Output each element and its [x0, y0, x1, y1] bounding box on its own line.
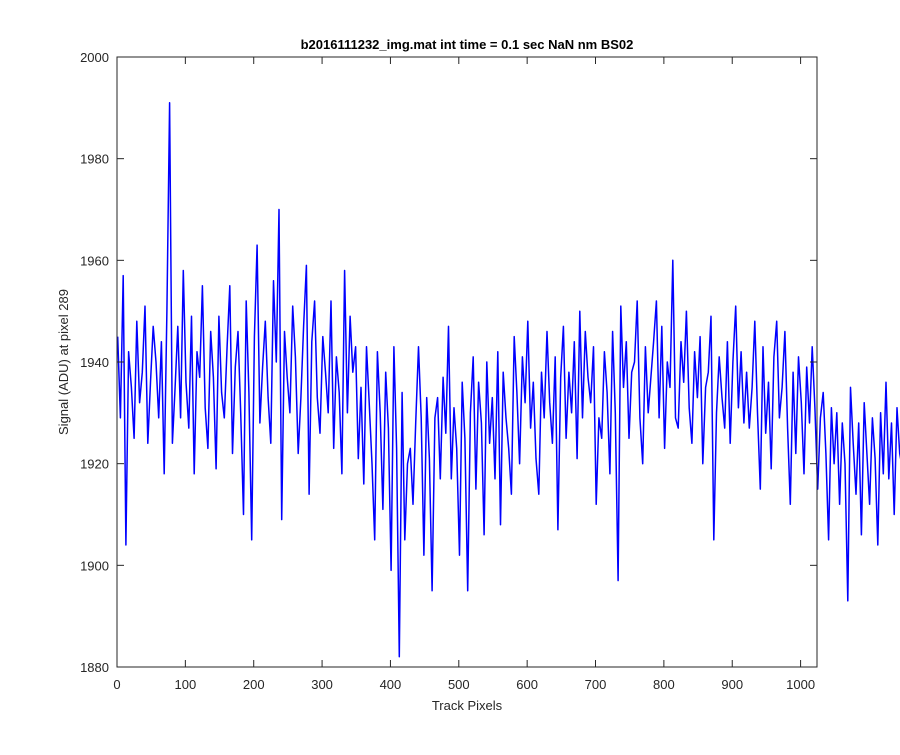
- x-tick-label: 1000: [786, 677, 815, 692]
- x-tick-label: 600: [516, 677, 538, 692]
- y-tick-label: 1980: [80, 152, 109, 167]
- x-axis-label: Track Pixels: [432, 698, 503, 713]
- series-layer: [116, 102, 900, 658]
- y-tick-label: 1880: [80, 660, 109, 675]
- y-axis-label: Signal (ADU) at pixel 289: [56, 289, 71, 435]
- y-tick-label: 1900: [80, 558, 109, 573]
- x-tick-label: 300: [311, 677, 333, 692]
- y-tick-label: 1960: [80, 253, 109, 268]
- series-line-1: [116, 102, 900, 658]
- y-tick-label: 2000: [80, 50, 109, 65]
- x-tick-label: 700: [585, 677, 607, 692]
- x-tick-label: 800: [653, 677, 675, 692]
- chart-title: b2016111232_img.mat int time = 0.1 sec N…: [301, 37, 634, 52]
- x-axis: 0 100 200 300 400 500 600 700 800 900 1000: [113, 57, 815, 692]
- y-axis: 1880 1900 1920 1940 1960 1980 2000: [80, 50, 817, 675]
- y-tick-label: 1940: [80, 355, 109, 370]
- x-tick-label: 0: [113, 677, 120, 692]
- x-tick-label: 200: [243, 677, 265, 692]
- x-tick-label: 400: [380, 677, 402, 692]
- y-tick-label: 1920: [80, 457, 109, 472]
- x-tick-label: 500: [448, 677, 470, 692]
- x-tick-label: 900: [721, 677, 743, 692]
- x-tick-label: 100: [175, 677, 197, 692]
